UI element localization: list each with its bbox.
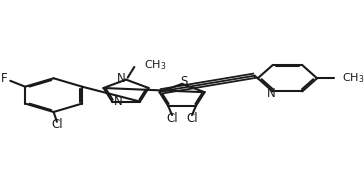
Text: N: N bbox=[114, 95, 122, 108]
Text: Cl: Cl bbox=[52, 118, 63, 131]
Text: CH$_3$: CH$_3$ bbox=[144, 58, 167, 72]
Text: S: S bbox=[180, 75, 188, 88]
Text: Cl: Cl bbox=[186, 112, 198, 125]
Text: N: N bbox=[116, 72, 125, 85]
Text: Cl: Cl bbox=[166, 112, 178, 125]
Text: N: N bbox=[266, 87, 275, 100]
Text: F: F bbox=[0, 72, 7, 85]
Text: CH$_3$: CH$_3$ bbox=[342, 71, 364, 85]
